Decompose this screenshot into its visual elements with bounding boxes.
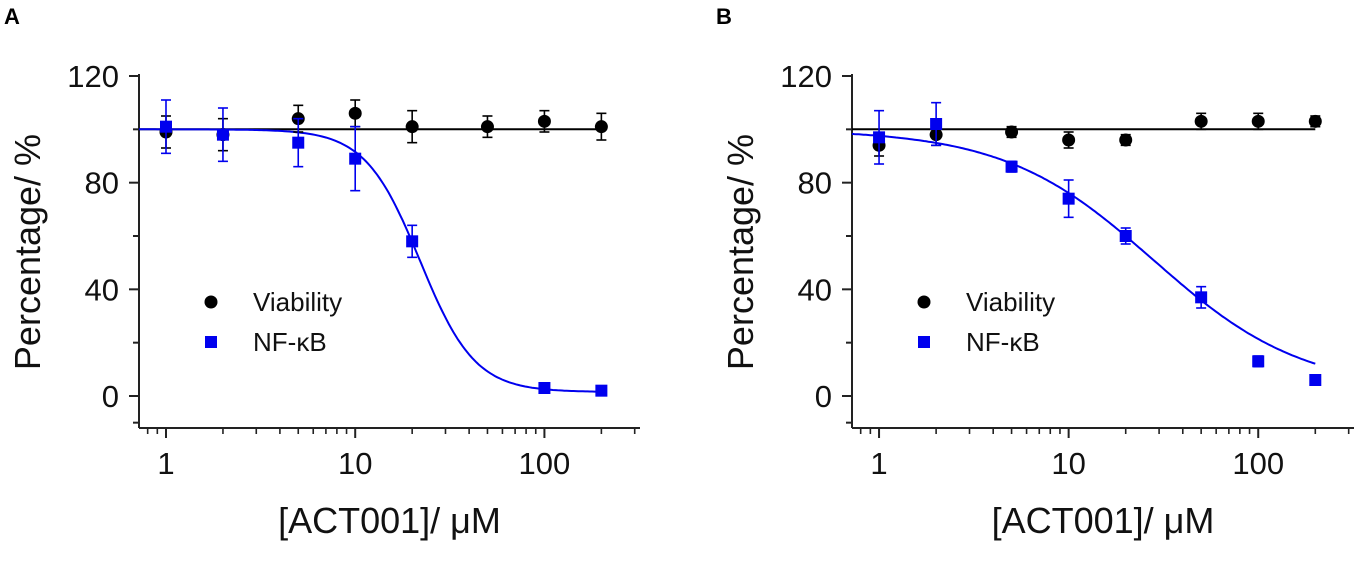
y-tick-label: 80 (85, 166, 119, 201)
data-point-nf-b (1005, 160, 1018, 173)
legend-label-nf-b: NF-κB (966, 327, 1040, 357)
data-point-nf-b (595, 384, 608, 397)
legend-marker-nf-b (918, 336, 930, 348)
x-tick-label: 1 (870, 446, 887, 481)
y-axis-label: Percentage/ % (7, 134, 48, 370)
y-tick-label: 80 (798, 166, 832, 201)
legend-marker-nf-b (205, 336, 217, 348)
x-tick-label: 1 (157, 446, 174, 481)
x-tick-label: 100 (1232, 446, 1284, 481)
y-tick-label: 0 (102, 379, 119, 414)
data-point-nf-b (1252, 355, 1265, 368)
panel-label-b: B (716, 4, 732, 29)
y-tick-label: 120 (780, 59, 832, 94)
data-point-nf-b (1195, 291, 1208, 304)
data-point-viability (1005, 125, 1019, 139)
legend-label-nf-b: NF-κB (253, 327, 327, 357)
legend-label-viability: Viability (253, 287, 342, 317)
data-point-nf-b (406, 235, 419, 248)
legend-marker-viability (917, 295, 931, 309)
y-tick-label: 0 (815, 379, 832, 414)
data-point-nf-b (349, 152, 362, 165)
y-axis-label: Percentage/ % (720, 134, 761, 370)
data-point-viability (1251, 114, 1265, 128)
panel-label-a: A (4, 4, 20, 29)
data-point-viability (348, 106, 362, 120)
fit-curve-nf-b (139, 128, 602, 393)
data-point-viability (1308, 114, 1322, 128)
data-point-viability (1194, 114, 1208, 128)
data-point-viability (480, 120, 494, 134)
data-point-viability (537, 114, 551, 128)
x-tick-label: 100 (519, 446, 571, 481)
y-tick-label: 40 (85, 272, 119, 307)
x-axis-label: [ACT001]/ μM (278, 500, 501, 541)
data-point-nf-b (292, 136, 305, 149)
data-point-viability (1119, 133, 1133, 147)
y-tick-label: 40 (798, 272, 832, 307)
data-point-nf-b (1119, 230, 1132, 242)
y-tick-label: 120 (67, 59, 119, 94)
data-point-nf-b (1062, 192, 1075, 205)
x-tick-label: 10 (1051, 446, 1085, 481)
x-tick-label: 10 (338, 446, 372, 481)
data-point-nf-b (216, 128, 229, 141)
data-point-nf-b (159, 120, 172, 133)
legend-label-viability: Viability (966, 287, 1055, 317)
data-point-nf-b (930, 118, 943, 130)
legend-marker-viability (204, 295, 218, 309)
data-point-nf-b (538, 382, 551, 394)
data-point-viability (594, 120, 608, 134)
data-point-nf-b (1309, 374, 1322, 386)
data-point-viability (405, 120, 419, 134)
data-point-nf-b (873, 131, 886, 144)
data-point-viability (1062, 133, 1076, 147)
x-axis-label: [ACT001]/ μM (992, 500, 1215, 541)
fit-curve-nf-b (851, 132, 1316, 365)
